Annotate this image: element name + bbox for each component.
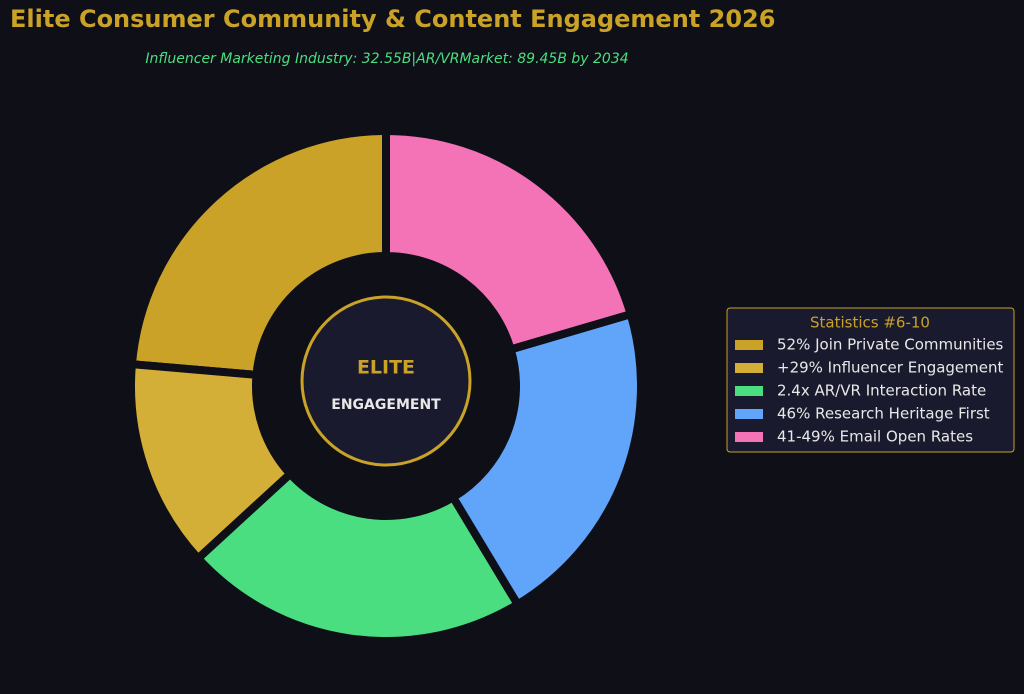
legend-box	[726, 307, 1015, 453]
donut	[127, 127, 645, 645]
center-title: ELITE	[357, 357, 415, 379]
legend-title: Statistics #6-10	[810, 314, 930, 332]
legend-label: 46% Research Heritage First	[777, 405, 990, 423]
chart-subtitle: Influencer Marketing Industry: 32.55B|AR…	[145, 51, 628, 67]
center-subtitle: ENGAGEMENT	[331, 397, 441, 413]
chart-title: Elite Consumer Community & Content Engag…	[10, 5, 775, 33]
center-circle	[300, 295, 472, 467]
legend-label: 52% Join Private Communities	[777, 336, 1004, 354]
legend-label: +29% Influencer Engagement	[777, 359, 1004, 377]
legend-swatch	[735, 432, 763, 442]
legend-label: 41-49% Email Open Rates	[777, 428, 973, 446]
legend-label: 2.4x AR/VR Interaction Rate	[777, 382, 986, 400]
slice	[449, 310, 645, 609]
slice	[382, 127, 635, 354]
legend-swatch	[735, 386, 763, 396]
legend-swatch	[735, 409, 763, 419]
slice	[127, 127, 390, 379]
legend-swatch	[735, 340, 763, 350]
legend-swatch	[735, 363, 763, 373]
legend: 52% Join Private Communities +29% Influen…	[735, 336, 1004, 446]
slice	[194, 469, 522, 645]
